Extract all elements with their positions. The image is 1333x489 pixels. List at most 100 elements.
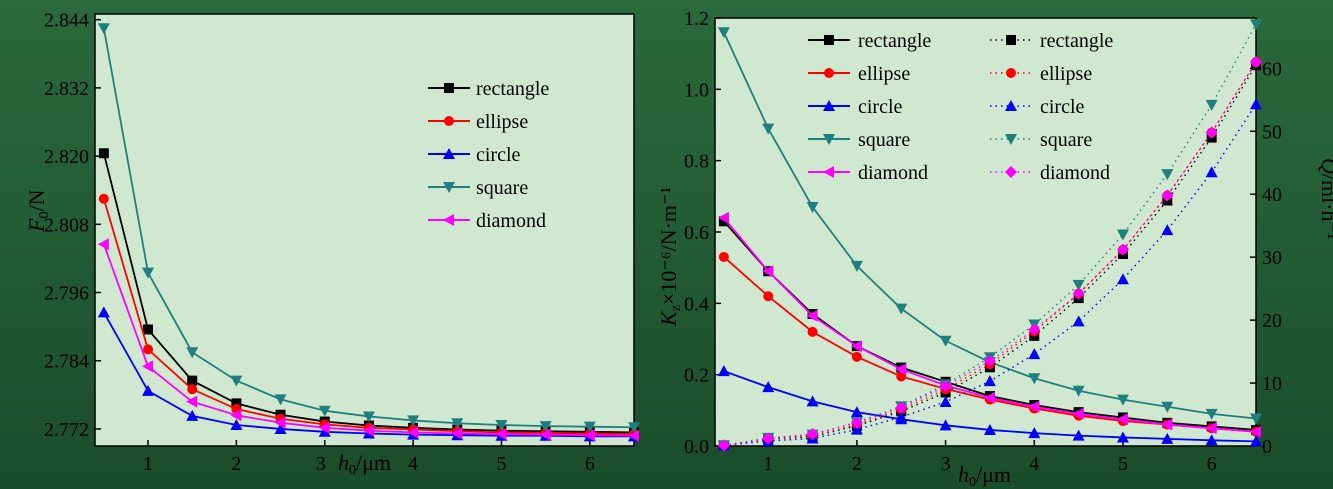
chart2-point-square-q (1205, 99, 1218, 111)
chart2-point-diamond-kz (1116, 413, 1128, 426)
chart1-point-diamond (451, 427, 463, 440)
chart2-legend-marker (1005, 100, 1017, 111)
chart2-ytick-label: 0.4 (684, 293, 709, 315)
chart2-point-square-kz (895, 303, 908, 315)
chart1-xtick-label: 1 (143, 453, 153, 475)
chart2-legend-label: rectangle (858, 30, 931, 52)
chart2-point-square-q (1116, 229, 1129, 241)
chart1-point-diamond (142, 360, 154, 373)
chart1-point-square (495, 419, 508, 431)
chart2-point-circle-kz (939, 419, 952, 431)
chart2-legend-marker (823, 166, 834, 178)
chart1-point-diamond (97, 238, 109, 251)
chart1-point-diamond (274, 416, 286, 429)
chart2-point-circle-kz (983, 423, 996, 435)
chart2-point-diamond-q (1072, 287, 1085, 300)
chart2-plot-area (714, 17, 1257, 447)
chart2-point-diamond-kz (762, 265, 774, 278)
chart1-point-diamond (362, 424, 374, 437)
chart2-legend-label: diamond (858, 162, 928, 184)
chart2-xtick-label: 2 (852, 453, 862, 475)
chart2-ytick-label: 0.2 (684, 365, 709, 387)
chart2-point-square-kz (1116, 394, 1129, 406)
chart1-plot-area (94, 13, 635, 447)
chart2-point-circle-kz (762, 381, 775, 393)
chart1-ytick-label: 2.844 (44, 10, 89, 32)
chart1-point-square (318, 405, 331, 417)
chart2-point-circle-kz (850, 406, 863, 418)
chart2-point-diamond-kz (717, 211, 729, 224)
chart2-point-diamond-q (983, 355, 996, 368)
chart1-point-diamond (628, 429, 639, 442)
chart2-point-ellipse-kz (763, 291, 774, 302)
chart1-legend-label: square (476, 177, 528, 199)
chart2-point-diamond-q (1116, 243, 1129, 256)
chart2-point-diamond-q (806, 428, 819, 441)
chart2-point-circle-kz (717, 365, 730, 377)
chart1-point-diamond (230, 409, 242, 422)
chart2-point-circle-q (850, 423, 863, 435)
chart2-point-diamond-kz (850, 340, 862, 353)
chart2-ytick-label: 0.0 (684, 436, 709, 458)
chart2-point-diamond-q (1250, 56, 1262, 69)
chart2-point-diamond-q (939, 380, 952, 393)
chart1-xtick-label: 3 (316, 453, 326, 475)
chart1-ytick-label: 2.772 (44, 419, 89, 441)
chart2-point-circle-q (983, 375, 996, 387)
chart2-legend-marker (823, 134, 835, 145)
chart1-point-square (97, 23, 110, 35)
chart1-xtick-label: 6 (585, 453, 595, 475)
chart2-legend-label: square (1040, 129, 1092, 151)
chart2-point-circle-kz (1116, 431, 1129, 443)
chart2-legend-label: circle (1040, 96, 1085, 118)
chart2-point-circle-kz (806, 395, 819, 407)
chart2-point-circle-q (939, 395, 952, 407)
chart1-legend-marker (443, 148, 455, 159)
chart2-point-diamond-q (1161, 189, 1174, 202)
chart1-point-ellipse (143, 344, 154, 355)
chart2-xtick-label: 3 (941, 453, 951, 475)
chart1-point-circle (274, 422, 287, 434)
chart1-point-rectangle (143, 324, 154, 335)
chart2-point-square-kz (717, 27, 730, 39)
chart1-y-label: F0/N (24, 189, 52, 233)
chart2-legend-marker (1006, 68, 1016, 78)
chart2-y2tick-label: 20 (1262, 310, 1282, 332)
chart1-ytick-label: 2.832 (44, 78, 89, 100)
chart1-point-circle (142, 384, 155, 396)
chart2-point-diamond-q (762, 432, 775, 445)
chart2-point-circle-q (1116, 273, 1129, 285)
chart2-point-diamond-kz (806, 309, 818, 322)
chart2-point-square-kz (806, 202, 819, 214)
chart2-point-diamond-q (850, 416, 863, 429)
chart2-point-square-kz (1072, 385, 1085, 397)
chart2-point-circle-q (1161, 224, 1174, 236)
chart1-legend-marker (443, 214, 454, 226)
chart2-point-rectangle-kz (718, 216, 729, 227)
chart2-xtick-label: 1 (763, 453, 773, 475)
chart2-point-ellipse-kz (851, 351, 862, 362)
chart2-point-diamond-q (1028, 323, 1041, 336)
chart2-legend-label: diamond (1040, 162, 1110, 184)
chart2-point-square-kz (1028, 373, 1041, 385)
chart2-legend-marker (1005, 134, 1017, 145)
chart1-point-ellipse (98, 193, 109, 204)
chart2-y2tick-label: 10 (1262, 373, 1282, 395)
chart2-y2tick-label: 0 (1262, 436, 1272, 458)
chart2-y2tick-label: 30 (1262, 247, 1282, 269)
chart1-point-square (451, 418, 464, 430)
chart1-legend-label: diamond (476, 210, 546, 232)
chart1-point-square (583, 421, 596, 433)
chart2-legend-label: rectangle (1040, 30, 1113, 52)
chart2-point-square-q (1250, 19, 1262, 31)
chart2-ytick-label: 1.2 (684, 8, 709, 30)
chart2-legend-label: ellipse (858, 63, 910, 85)
chart1-legend-label: rectangle (476, 78, 549, 100)
chart1-point-diamond (583, 429, 595, 442)
chart2-xtick-label: 5 (1118, 453, 1128, 475)
chart1-xtick-label: 2 (231, 453, 241, 475)
chart2-point-ellipse-kz (718, 251, 729, 262)
chart2-point-diamond-kz (1205, 422, 1217, 435)
chart2-legend-label: ellipse (1040, 63, 1092, 85)
